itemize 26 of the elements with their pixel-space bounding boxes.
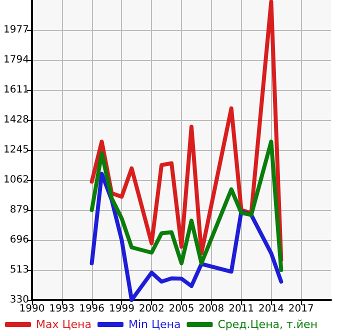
y-tick-label: 513 <box>10 264 29 276</box>
line-series <box>90 140 284 272</box>
y-tick-label: 1794 <box>4 54 29 66</box>
legend-label: Max Цена <box>36 318 92 331</box>
x-tick-label: 2002 <box>138 304 164 314</box>
x-tick-label: 2017 <box>288 304 314 314</box>
line-series <box>90 172 284 302</box>
y-tick-label: 1611 <box>4 84 29 96</box>
y-tick-label: 1428 <box>4 114 29 126</box>
x-tick-label: 2014 <box>258 304 284 314</box>
legend-label: Min Цена <box>128 318 181 331</box>
x-tick-label: 2005 <box>168 304 194 314</box>
line-series <box>90 0 284 262</box>
x-tick-label: 1996 <box>79 304 105 314</box>
y-tick-label: 1245 <box>4 144 29 156</box>
y-tick-label: 1062 <box>4 174 29 186</box>
x-tick-label: 1999 <box>108 304 134 314</box>
y-tick-label: 696 <box>10 234 29 246</box>
x-tick-label: 1993 <box>49 304 75 314</box>
x-tick-label: 2011 <box>228 304 254 314</box>
y-tick-label: 1977 <box>4 24 29 36</box>
y-tick-label: 879 <box>10 204 29 216</box>
legend-label: Сред.Цена, т.йен <box>218 318 318 331</box>
x-tick-label: 2008 <box>198 304 224 314</box>
y-tick-label: 330 <box>10 294 29 306</box>
x-tick-label: 1990 <box>19 304 45 314</box>
